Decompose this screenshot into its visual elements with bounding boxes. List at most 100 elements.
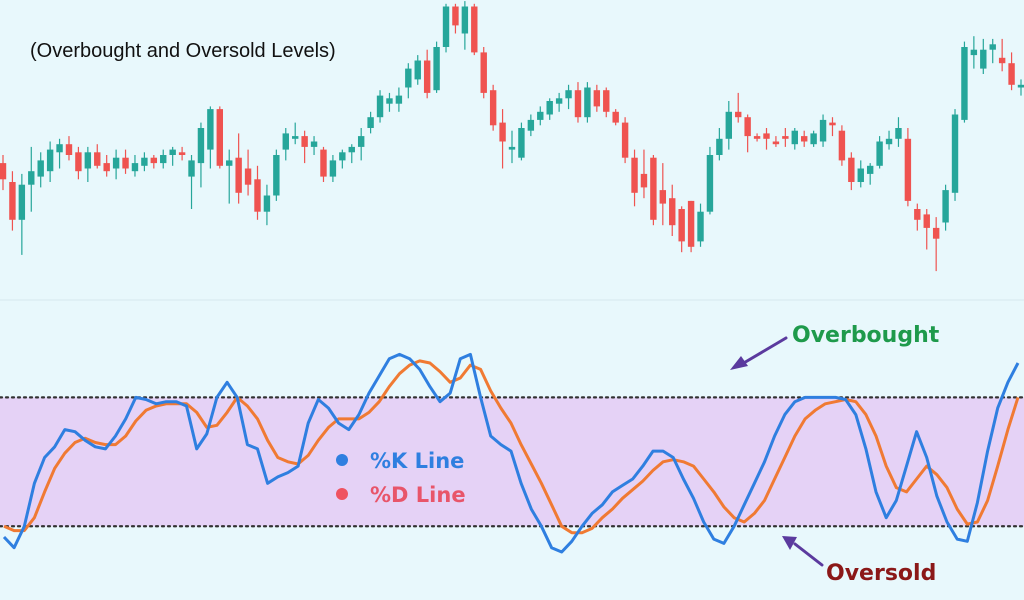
candle-body (763, 133, 770, 139)
candle (254, 165, 261, 220)
candle-body (989, 44, 996, 50)
candle (112, 149, 120, 180)
candle (942, 184, 949, 231)
candle (716, 128, 723, 161)
candle-body (640, 173, 648, 188)
candle-body (0, 163, 7, 180)
candle (659, 163, 667, 226)
candle (263, 184, 271, 226)
candle (480, 47, 487, 99)
candle-body (405, 68, 412, 88)
candle-body (197, 128, 205, 164)
candle (178, 146, 186, 161)
candle (697, 203, 704, 247)
candle-body (980, 49, 987, 69)
candle-body (753, 136, 761, 139)
candle-body (75, 152, 82, 172)
d-line-legend-label: %D Line (370, 483, 466, 507)
candle (1008, 52, 1015, 91)
candle (28, 146, 35, 212)
oversold-annotation: Oversold (782, 536, 936, 586)
candle (819, 114, 827, 147)
candle (56, 138, 63, 169)
candle (188, 155, 195, 209)
candle (518, 122, 525, 161)
candle (65, 136, 73, 161)
candle-body (942, 190, 949, 223)
candle (763, 128, 770, 150)
candle (848, 152, 855, 191)
candle (414, 55, 421, 85)
candle-body (235, 157, 242, 193)
candle-body (263, 195, 271, 212)
candle-body (84, 152, 92, 169)
candle-body (207, 109, 214, 150)
k-line-legend-dot (336, 454, 348, 466)
candle (1017, 79, 1024, 96)
candle-body (273, 155, 280, 196)
candle (386, 92, 393, 112)
candle (866, 163, 874, 185)
candle-body (857, 168, 864, 182)
candle (499, 109, 506, 169)
candle-body (46, 149, 54, 172)
candle-body (376, 95, 384, 118)
candle (207, 106, 214, 169)
candle-body (1017, 84, 1024, 88)
candle (508, 130, 516, 164)
candle (791, 128, 798, 150)
candle (235, 133, 242, 204)
candle-body (876, 141, 883, 166)
candle (461, 1, 469, 50)
candle (442, 3, 450, 53)
candle (244, 149, 252, 196)
candle (970, 36, 978, 69)
candle (980, 38, 987, 74)
candle-body (772, 141, 780, 145)
candle (687, 200, 695, 253)
candle-body (489, 90, 497, 126)
candle (320, 146, 327, 182)
candle (423, 49, 431, 99)
candle-body (395, 95, 403, 104)
candle-body (160, 155, 167, 164)
legend: %K Line %D Line (336, 449, 466, 507)
neutral-zone-band (0, 397, 1024, 527)
candle (141, 152, 148, 172)
candle-body (244, 168, 252, 185)
candle-body (112, 157, 120, 169)
candlestick-series (0, 1, 1024, 272)
candle (800, 130, 808, 147)
candle (367, 111, 374, 134)
candle (678, 206, 685, 253)
candle-body (829, 122, 836, 126)
overbought-arrowhead-icon (730, 356, 748, 370)
candle (216, 106, 224, 169)
d-line-legend-dot (336, 488, 348, 500)
candle-body (932, 227, 940, 239)
candle-body (18, 184, 26, 220)
candle-body (518, 128, 525, 158)
candle (75, 146, 82, 180)
candle-body (9, 182, 16, 220)
candle (612, 109, 619, 126)
candle (904, 128, 912, 207)
candle (329, 155, 337, 182)
candle-body (131, 163, 139, 172)
candle (310, 136, 318, 155)
candle (744, 114, 751, 153)
candle (197, 122, 205, 188)
candle-body (169, 149, 176, 155)
candle (650, 155, 657, 226)
candle (376, 90, 384, 123)
candle-body (141, 157, 148, 166)
candle-body (687, 200, 695, 247)
candle-body (339, 152, 346, 161)
candle-body (65, 144, 73, 155)
candle-body (593, 90, 601, 107)
candle (735, 92, 742, 123)
candle-body (810, 133, 817, 145)
candle (555, 92, 563, 112)
